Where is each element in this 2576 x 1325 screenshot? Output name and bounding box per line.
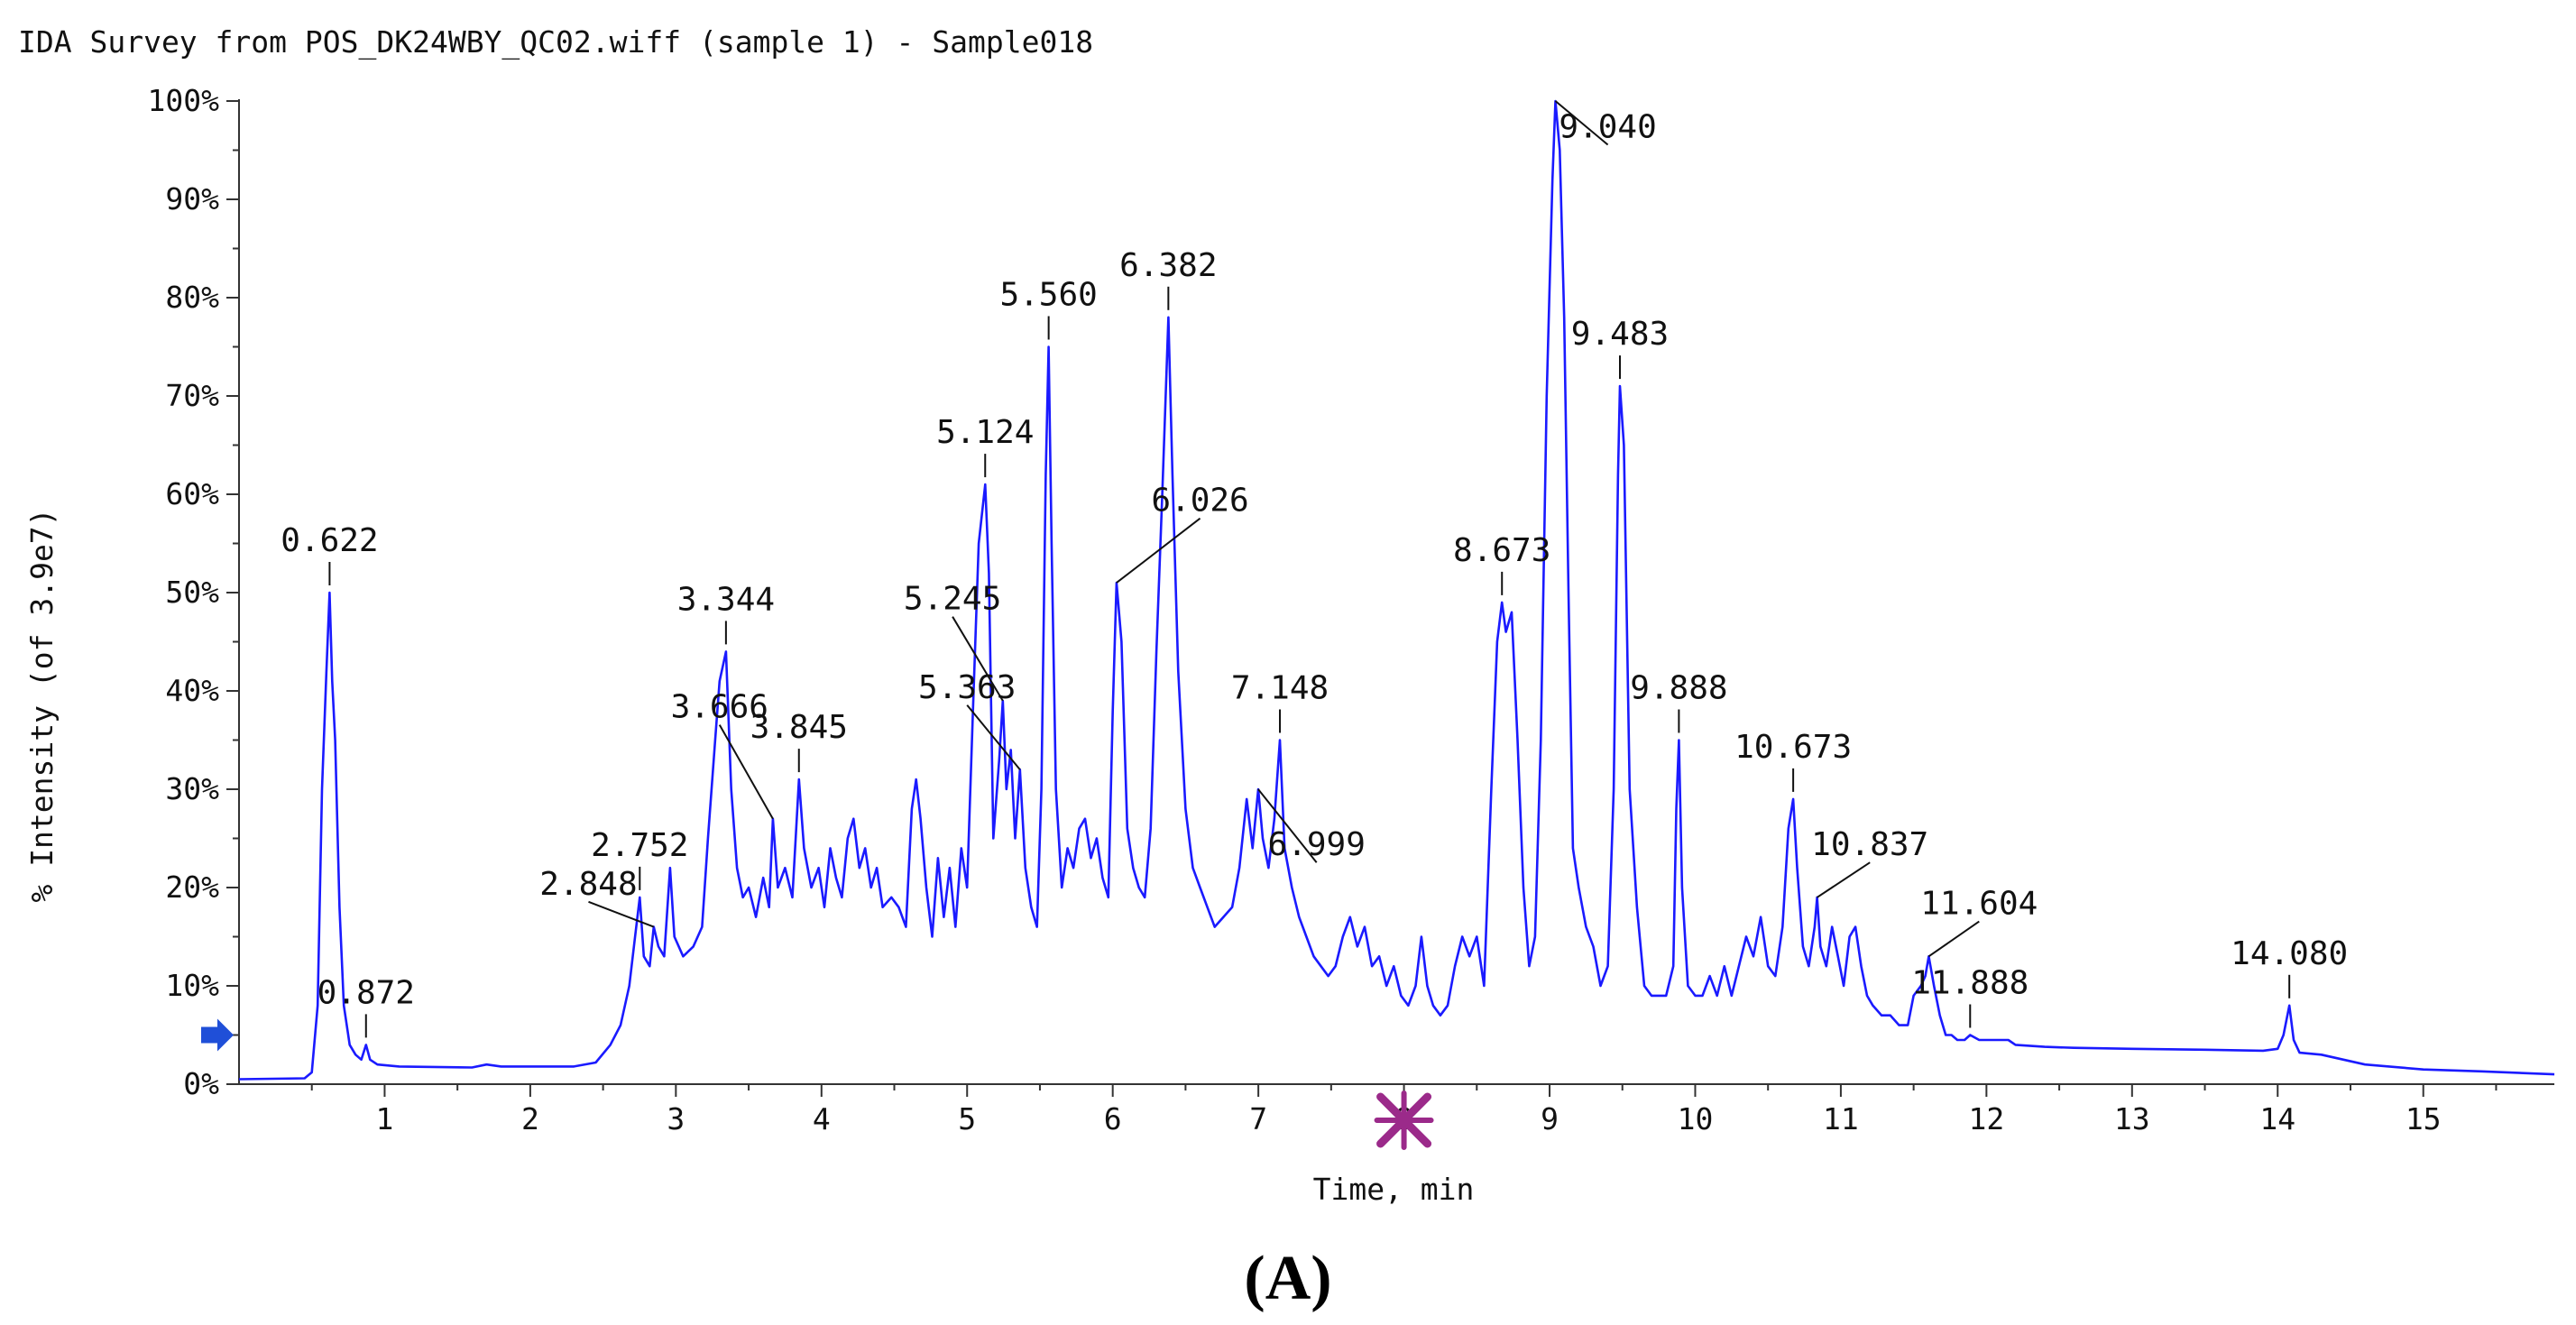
time-marker-plus-icon bbox=[1374, 1090, 1434, 1150]
peak-label: 5.560 bbox=[999, 277, 1097, 314]
x-tick-label: 10 bbox=[1678, 1101, 1714, 1136]
x-tick-label: 13 bbox=[2114, 1101, 2150, 1136]
peak-label: 2.848 bbox=[539, 866, 637, 903]
x-tick-label: 9 bbox=[1541, 1101, 1559, 1136]
peak-label: 6.999 bbox=[1268, 826, 1366, 863]
peak-label: 5.245 bbox=[904, 581, 1001, 618]
figure-caption: (A) bbox=[1244, 1244, 1331, 1313]
peak-label: 5.363 bbox=[918, 669, 1016, 706]
peak-label: 11.888 bbox=[1911, 965, 2029, 1002]
peak-label: 7.148 bbox=[1231, 670, 1329, 707]
peak-leader-line bbox=[952, 616, 1004, 702]
peak-leader-line bbox=[1116, 517, 1201, 584]
y-tick-label: 60% bbox=[165, 476, 219, 511]
peak-leader-line bbox=[1927, 920, 1980, 958]
x-axis: 1 2 3 4 5 6 7 8 9 10 11 12 13 14 15 bbox=[239, 1083, 2554, 1136]
y-tick-label: 40% bbox=[165, 673, 219, 708]
y-tick-label: 0% bbox=[183, 1066, 219, 1101]
intensity-trace bbox=[238, 99, 2555, 1081]
peak-label: 11.604 bbox=[1920, 886, 2038, 923]
x-tick-label: 14 bbox=[2259, 1101, 2295, 1136]
peak-leader-line bbox=[966, 704, 1021, 770]
peak-label: 14.080 bbox=[2231, 935, 2348, 972]
peak-label: 5.124 bbox=[936, 414, 1034, 451]
x-tick-label: 12 bbox=[1968, 1101, 2004, 1136]
peak-label: 9.888 bbox=[1630, 670, 1727, 707]
markers bbox=[201, 1018, 1434, 1150]
peak-leader-line bbox=[1554, 100, 1609, 146]
y-tick-label: 90% bbox=[165, 181, 219, 216]
x-tick-label: 15 bbox=[2406, 1101, 2442, 1136]
peak-label: 6.382 bbox=[1119, 247, 1217, 284]
y-tick-label: 50% bbox=[165, 575, 219, 610]
y-tick-label: 70% bbox=[165, 378, 219, 413]
intensity-series bbox=[238, 99, 2555, 1081]
peak-leader-line bbox=[1817, 861, 1871, 898]
peak-label: 10.673 bbox=[1734, 729, 1852, 766]
peak-leader-line bbox=[718, 724, 774, 820]
x-tick-label: 6 bbox=[1104, 1101, 1122, 1136]
x-tick-label: 4 bbox=[813, 1101, 831, 1136]
peak-leader-line bbox=[588, 900, 655, 928]
y-tick-label: 100% bbox=[148, 83, 220, 118]
y-tick-label: 10% bbox=[165, 968, 219, 1003]
peak-label: 10.837 bbox=[1811, 826, 1928, 863]
peak-leader-line bbox=[1257, 788, 1318, 863]
peak-label: 3.845 bbox=[750, 709, 848, 746]
peak-label: 8.673 bbox=[1453, 532, 1550, 569]
x-tick-label: 3 bbox=[667, 1101, 685, 1136]
peak-label: 3.666 bbox=[671, 689, 768, 726]
x-tick-label: 7 bbox=[1249, 1101, 1267, 1136]
peak-label: 2.752 bbox=[591, 827, 688, 864]
peak-label: 9.040 bbox=[1559, 109, 1656, 146]
chart-title: IDA Survey from POS_DK24WBY_QC02.wiff (s… bbox=[18, 24, 1093, 60]
peak-label: 9.483 bbox=[1571, 316, 1669, 353]
peak-label: 6.026 bbox=[1151, 483, 1248, 520]
x-tick-label: 1 bbox=[376, 1101, 394, 1136]
y-tick-label: 80% bbox=[165, 280, 219, 315]
x-tick-label: 11 bbox=[1823, 1101, 1859, 1136]
y-axis-title: % Intensity (of 3.9e7) bbox=[24, 508, 60, 902]
x-axis-title: Time, min bbox=[1313, 1172, 1475, 1207]
y-tick-label: 30% bbox=[165, 771, 219, 806]
y-axis: 0% 10% 20% 30% 40% 50% 60% 70% 80% 90% 100% bbox=[148, 83, 240, 1101]
peak-label: 3.344 bbox=[677, 581, 775, 618]
x-tick-label: 2 bbox=[521, 1101, 539, 1136]
peak-label: 0.622 bbox=[281, 522, 378, 559]
x-tick-label: 5 bbox=[958, 1101, 976, 1136]
baseline-arrow-icon bbox=[201, 1018, 234, 1052]
peak-label: 0.872 bbox=[317, 974, 415, 1011]
y-tick-label: 20% bbox=[165, 870, 219, 905]
